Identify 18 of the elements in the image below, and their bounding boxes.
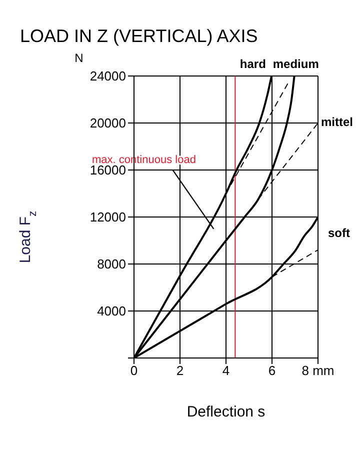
y-tick-label: 16000 <box>90 162 126 178</box>
x-tick-label: 4 <box>222 363 230 378</box>
chart-title: LOAD IN Z (VERTICAL) AXIS <box>20 26 258 46</box>
x-tick-label: 8 mm <box>302 363 334 378</box>
x-tick-label: 2 <box>176 363 184 378</box>
y-tick-label: 8000 <box>97 256 126 272</box>
x-tick-label: 6 <box>268 363 276 378</box>
x-tick-label: 0 <box>130 363 138 378</box>
y-tick-label: 24000 <box>90 68 126 84</box>
y-tick-label: 12000 <box>90 210 126 225</box>
text: N <box>74 51 84 65</box>
y-tick-label: 20000 <box>90 116 126 131</box>
text: mittel <box>321 114 354 129</box>
y-tick-label: 4000 <box>97 304 126 319</box>
series-label: hard <box>240 57 266 71</box>
series-label: medium <box>272 57 319 71</box>
x-axis-title: Deflection s <box>186 404 266 421</box>
series-label: soft <box>328 226 350 240</box>
